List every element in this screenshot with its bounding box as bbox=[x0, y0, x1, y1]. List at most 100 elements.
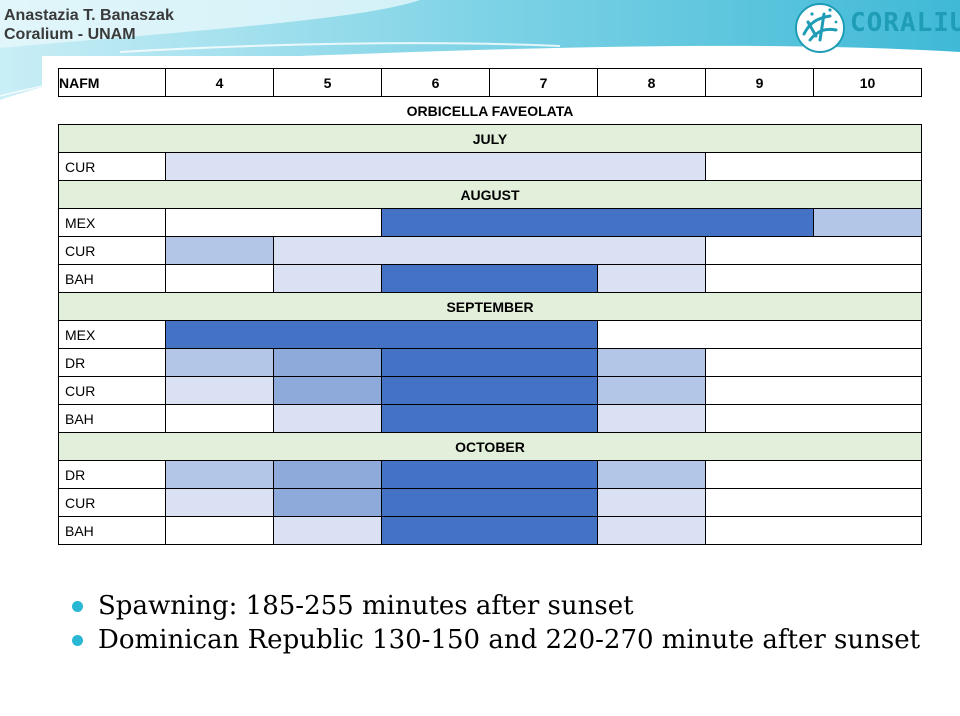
column-header-4: 4 bbox=[165, 68, 274, 97]
spawning-bar-none bbox=[705, 376, 922, 405]
site-row: CUR bbox=[58, 488, 922, 517]
spawning-bar-dark bbox=[381, 488, 598, 517]
spawning-bar-dark bbox=[381, 516, 598, 545]
spawning-schedule-table: NAFM 4 5 6 7 8 9 10 ORBICELLA FAVEOLATA JULY CUR AU… bbox=[58, 68, 922, 545]
site-label: DR bbox=[58, 348, 166, 377]
month-label: AUGUST bbox=[58, 180, 922, 209]
spawning-bar-pale bbox=[597, 404, 706, 433]
spawning-bar-dark bbox=[381, 404, 598, 433]
coralium-logo-text: CORALIUM bbox=[850, 8, 960, 38]
month-row: JULY bbox=[58, 124, 922, 153]
site-row: CUR bbox=[58, 376, 922, 405]
species-row: ORBICELLA FAVEOLATA bbox=[59, 97, 922, 125]
spawning-bar-pale bbox=[597, 264, 706, 293]
site-row: BAH bbox=[58, 516, 922, 545]
author-credit: Anastazia T. Banaszak Coralium - UNAM bbox=[4, 6, 174, 44]
spawning-bar-dark bbox=[381, 264, 598, 293]
column-header-9: 9 bbox=[705, 68, 814, 97]
site-row: MEX bbox=[58, 208, 922, 237]
column-header-10: 10 bbox=[813, 68, 922, 97]
spawning-bar-pale bbox=[165, 488, 274, 517]
site-label: MEX bbox=[58, 320, 166, 349]
spawning-bar-none bbox=[705, 264, 922, 293]
spawning-bar-none bbox=[705, 348, 922, 377]
site-label: CUR bbox=[58, 152, 166, 181]
author-name: Anastazia T. Banaszak bbox=[4, 7, 174, 24]
site-label: BAH bbox=[58, 264, 166, 293]
spawning-bar-none bbox=[165, 404, 274, 433]
spawning-bar-medium bbox=[273, 460, 382, 489]
column-header-6: 6 bbox=[381, 68, 490, 97]
site-row: MEX bbox=[58, 320, 922, 349]
spawning-bar-pale bbox=[597, 488, 706, 517]
spawning-bar-dark bbox=[381, 460, 598, 489]
spawning-bar-medium bbox=[273, 376, 382, 405]
site-row: DR bbox=[58, 348, 922, 377]
species-title: ORBICELLA FAVEOLATA bbox=[406, 102, 574, 119]
spawning-bar-medium bbox=[273, 348, 382, 377]
site-label: MEX bbox=[58, 208, 166, 237]
month-label: SEPTEMBER bbox=[58, 292, 922, 321]
month-label: JULY bbox=[58, 124, 922, 153]
spawning-bar-light bbox=[597, 460, 706, 489]
spawning-bar-light bbox=[597, 348, 706, 377]
spawning-bar-medium bbox=[273, 488, 382, 517]
spawning-bar-none bbox=[705, 516, 922, 545]
spawning-bar-none bbox=[165, 208, 382, 237]
header-wave-decoration bbox=[0, 0, 960, 100]
spawning-bar-none bbox=[705, 488, 922, 517]
site-row: CUR bbox=[58, 236, 922, 265]
spawning-bar-pale bbox=[273, 236, 706, 265]
spawning-bar-none bbox=[705, 236, 922, 265]
spawning-bar-light bbox=[165, 460, 274, 489]
site-label: DR bbox=[58, 460, 166, 489]
spawning-bar-light bbox=[165, 348, 274, 377]
spawning-bar-none bbox=[705, 460, 922, 489]
spawning-bar-none bbox=[705, 404, 922, 433]
site-label: BAH bbox=[58, 516, 166, 545]
spawning-bar-dark bbox=[381, 348, 598, 377]
author-affiliation: Coralium - UNAM bbox=[4, 26, 136, 43]
column-header-8: 8 bbox=[597, 68, 706, 97]
bullet-item-spawning: Spawning: 185-255 minutes after sunset bbox=[70, 590, 950, 622]
spawning-bar-none bbox=[165, 264, 274, 293]
spawning-bar-dark bbox=[381, 376, 598, 405]
month-row: SEPTEMBER bbox=[58, 292, 922, 321]
site-row: BAH bbox=[58, 404, 922, 433]
spawning-bar-dark bbox=[381, 208, 814, 237]
bullet-text: Spawning: 185-255 minutes after sunset bbox=[98, 591, 634, 621]
site-label: CUR bbox=[58, 376, 166, 405]
bullet-dot-icon bbox=[72, 601, 83, 612]
bullet-list: Spawning: 185-255 minutes after sunset D… bbox=[70, 590, 950, 658]
column-header-7: 7 bbox=[489, 68, 598, 97]
month-label: OCTOBER bbox=[58, 432, 922, 461]
column-header-5: 5 bbox=[273, 68, 382, 97]
spawning-bar-light bbox=[165, 236, 274, 265]
spawning-bar-pale bbox=[165, 152, 706, 181]
site-label: BAH bbox=[58, 404, 166, 433]
spawning-bar-pale bbox=[273, 516, 382, 545]
column-header-row: NAFM 4 5 6 7 8 9 10 bbox=[58, 68, 922, 97]
bullet-item-dominican-republic: Dominican Republic 130-150 and 220-270 m… bbox=[70, 624, 950, 656]
spawning-bar-pale bbox=[597, 516, 706, 545]
site-label: CUR bbox=[58, 488, 166, 517]
bullet-text: Dominican Republic 130-150 and 220-270 m… bbox=[98, 625, 921, 655]
month-row: AUGUST bbox=[58, 180, 922, 209]
corner-label: NAFM bbox=[58, 68, 166, 97]
coralium-logo-icon bbox=[795, 3, 845, 53]
spawning-bar-light bbox=[813, 208, 922, 237]
spawning-bar-pale bbox=[273, 404, 382, 433]
bullet-dot-icon bbox=[72, 635, 83, 646]
month-row: OCTOBER bbox=[58, 432, 922, 461]
site-row: BAH bbox=[58, 264, 922, 293]
spawning-bar-none bbox=[597, 320, 922, 349]
site-row: CUR bbox=[58, 152, 922, 181]
site-row: DR bbox=[58, 460, 922, 489]
spawning-bar-pale bbox=[165, 376, 274, 405]
site-label: CUR bbox=[58, 236, 166, 265]
spawning-bar-light bbox=[597, 376, 706, 405]
spawning-bar-none bbox=[165, 516, 274, 545]
spawning-bar-none bbox=[705, 152, 922, 181]
spawning-bar-dark bbox=[165, 320, 598, 349]
spawning-bar-pale bbox=[273, 264, 382, 293]
